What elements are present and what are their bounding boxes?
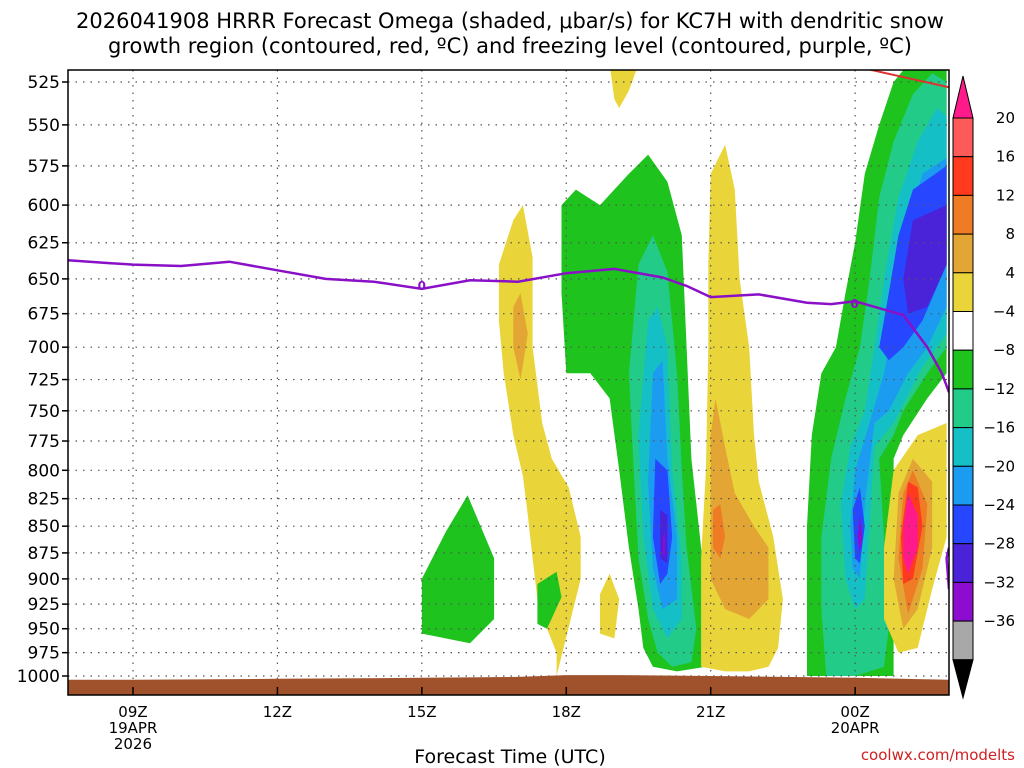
- x-tick-label: 00Z: [840, 703, 869, 721]
- colorbar-tick-label: −20: [983, 457, 1015, 475]
- omega-region-15: [610, 70, 637, 108]
- chart-title-line1: 2026041908 HRRR Forecast Omega (shaded, …: [76, 9, 944, 33]
- y-tick-label: 575: [28, 157, 60, 177]
- colorbar-segment: [952, 233, 974, 274]
- dgz-line: [867, 70, 949, 89]
- colorbar-segment: [952, 311, 974, 351]
- colorbar-segment: [952, 272, 974, 312]
- freezing-level-line-lower: [945, 547, 949, 590]
- colorbar-segment: [952, 543, 974, 583]
- colorbar-tick-label: −28: [983, 535, 1015, 553]
- x-tick-label: 09Z: [118, 703, 147, 721]
- colorbar-tick-label: −32: [983, 573, 1015, 591]
- colorbar-tick-label: 16: [996, 148, 1015, 166]
- omega-region-1: [513, 293, 528, 380]
- y-tick-label: 650: [28, 270, 60, 290]
- colorbar-top-arrow: [952, 75, 974, 119]
- x-tick-label: 19APR: [109, 719, 158, 737]
- omega-region-14: [713, 504, 726, 559]
- colorbar-segment: [952, 117, 974, 158]
- freezing-level-label: 0: [418, 279, 426, 293]
- y-tick-label: 750: [28, 402, 60, 422]
- colorbar-segment: [952, 349, 974, 390]
- terrain-band: [68, 675, 949, 695]
- colorbar-segment: [952, 388, 974, 429]
- colorbar-segment: [952, 620, 974, 661]
- y-tick-label: 975: [28, 644, 60, 664]
- x-tick-label: 18Z: [552, 703, 581, 721]
- y-axis-ticks: 525 550 575 600 625 650 675 700 725 750 775 800 825 8…: [17, 73, 68, 687]
- y-tick-label: 700: [28, 338, 60, 358]
- colorbar: 20 16 12 8 4 −4 −8 −12 −16 −20 −24 −28 −32 −36: [952, 75, 1015, 700]
- colorbar-tick-label: −16: [983, 419, 1015, 437]
- terrain: [68, 675, 949, 695]
- colorbar-tick-label: −8: [993, 341, 1015, 359]
- y-tick-label: 900: [28, 570, 60, 590]
- y-tick-label: 625: [28, 234, 60, 254]
- colorbar-segment: [952, 427, 974, 467]
- x-tick-label: 2026: [114, 735, 152, 753]
- plot-frame: [67, 69, 950, 696]
- colorbar-tick-label: −36: [983, 612, 1015, 630]
- omega-region-23: [857, 515, 863, 553]
- freezing-level-label: 0: [850, 297, 858, 311]
- colorbar-tick-label: −12: [983, 380, 1015, 398]
- y-tick-label: 925: [28, 595, 60, 615]
- omega-region-3: [537, 571, 562, 629]
- colorbar-segment: [952, 581, 974, 622]
- x-tick-label: 12Z: [263, 703, 292, 721]
- omega-shading: [421, 70, 947, 676]
- chart-title-line2: growth region (contoured, red, ºC) and f…: [108, 34, 912, 58]
- colorbar-tick-label: 20: [996, 109, 1015, 127]
- y-tick-label: 600: [28, 196, 60, 216]
- colorbar-tick-label: 8: [1005, 225, 1015, 243]
- contour-labels: 00: [418, 279, 859, 311]
- omega-region-13: [710, 398, 769, 619]
- y-tick-label: 950: [28, 620, 60, 640]
- y-tick-label: 875: [28, 544, 60, 564]
- x-tick-label: 15Z: [407, 703, 436, 721]
- colorbar-bottom-arrow: [952, 659, 974, 700]
- y-tick-label: 525: [28, 73, 60, 93]
- y-tick-label: 850: [28, 517, 60, 537]
- omega-region-28: [903, 493, 918, 574]
- colorbar-tick-label: −24: [983, 496, 1015, 514]
- y-tick-label: 1000: [17, 667, 60, 687]
- colorbar-tick-label: 12: [996, 186, 1015, 204]
- omega-region-11: [662, 531, 665, 559]
- colorbar-segment: [952, 156, 974, 196]
- x-axis-label: Forecast Time (UTC): [414, 746, 605, 768]
- y-tick-label: 825: [28, 490, 60, 510]
- x-tick-label: 20APR: [831, 719, 880, 737]
- omega-region-4: [600, 573, 620, 639]
- omega-region-21: [852, 487, 865, 564]
- colorbar-segment: [952, 194, 974, 235]
- colorbar-tick-label: 4: [1005, 264, 1015, 282]
- y-tick-label: 800: [28, 461, 60, 481]
- colorbar-tick-label: −4: [993, 303, 1015, 321]
- omega-region-22: [903, 205, 947, 314]
- y-tick-label: 775: [28, 432, 60, 452]
- y-tick-label: 550: [28, 116, 60, 136]
- freezing-level-line: [68, 259, 949, 393]
- credit-text: coolwx.com/modelts: [861, 746, 1015, 764]
- omega-region-2: [421, 495, 495, 644]
- y-tick-label: 725: [28, 371, 60, 391]
- colorbar-segment: [952, 504, 974, 545]
- contour-lines: [68, 70, 949, 590]
- colorbar-segment: [952, 465, 974, 506]
- x-tick-label: 21Z: [696, 703, 725, 721]
- y-tick-label: 675: [28, 305, 60, 325]
